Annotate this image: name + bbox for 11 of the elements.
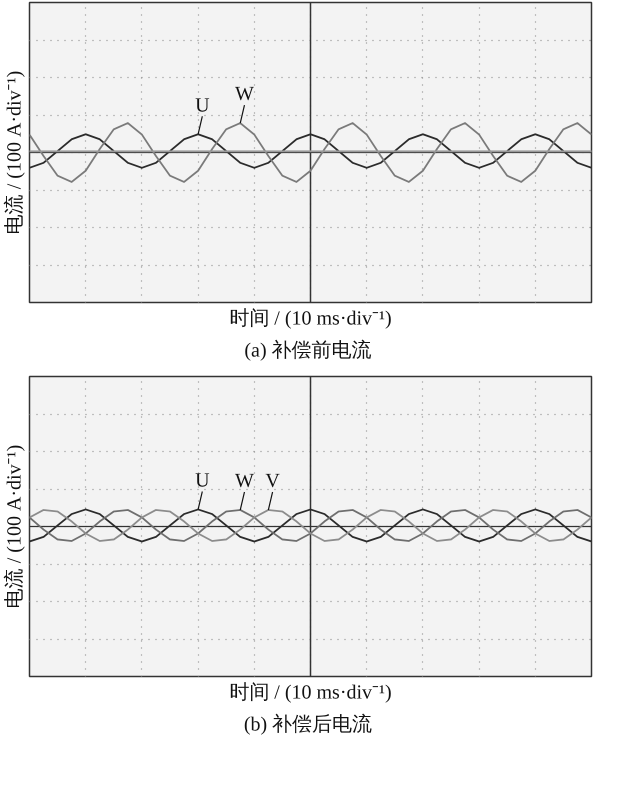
x-axis-title: 时间 / (10 ms·div⁻¹) bbox=[229, 682, 392, 704]
series-label: U bbox=[195, 469, 210, 492]
y-axis-title: 电流 / (100 A·div⁻¹) bbox=[4, 70, 26, 234]
series-label: W bbox=[235, 83, 254, 106]
series-label: V bbox=[265, 470, 280, 492]
text: (b) 补偿后电流 bbox=[244, 714, 372, 736]
series-label: U bbox=[195, 94, 210, 116]
y-axis-title: 电流 / (100 A·div⁻¹) bbox=[4, 444, 26, 608]
series-label: W bbox=[235, 470, 254, 492]
text: (a) 补偿前电流 bbox=[244, 340, 372, 362]
x-axis-title: 时间 / (10 ms·div⁻¹) bbox=[229, 308, 392, 330]
